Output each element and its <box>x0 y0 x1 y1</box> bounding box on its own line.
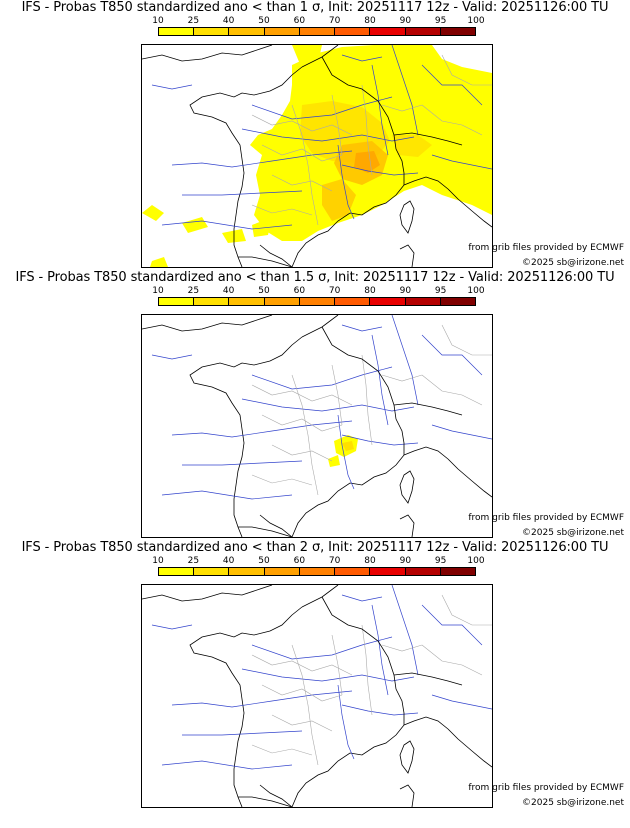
legend-swatch <box>405 28 441 35</box>
legend-label: 95 <box>434 556 447 566</box>
credit-source: from grib files provided by ECMWF <box>468 783 624 793</box>
legend-swatch <box>299 568 336 575</box>
legend-swatch <box>229 28 265 35</box>
legend-label: 100 <box>467 556 485 566</box>
legend-label: 90 <box>399 286 412 296</box>
national-borders <box>238 326 463 537</box>
legend-label: 10 <box>152 16 164 26</box>
panel-title: IFS - Probas T850 standardized ano < tha… <box>21 0 609 15</box>
map-panel-2: IFS - Probas T850 standardized ano < tha… <box>0 270 630 540</box>
legend-swatch <box>370 28 406 35</box>
rivers <box>151 45 492 230</box>
legend-label: 90 <box>399 16 412 26</box>
legend-label: 60 <box>293 16 306 26</box>
legend-label: 70 <box>328 286 341 296</box>
legend-swatch <box>370 568 406 575</box>
legend-label: 95 <box>434 16 447 26</box>
rivers <box>151 585 492 770</box>
map-frame <box>141 314 493 538</box>
map-canvas <box>142 45 492 267</box>
legend-swatch <box>335 298 371 305</box>
legend-swatch <box>299 298 336 305</box>
probability-shading <box>328 435 358 467</box>
legend-swatch <box>335 568 371 575</box>
map-panel-3: IFS - Probas T850 standardized ano < tha… <box>0 540 630 810</box>
legend-swatch <box>159 298 195 305</box>
legend-swatch <box>264 28 300 35</box>
legend-label: 50 <box>258 16 270 26</box>
legend-swatch <box>440 568 475 575</box>
legend-label: 60 <box>293 556 306 566</box>
legend-swatch <box>159 568 195 575</box>
national-borders <box>238 56 463 267</box>
legend-bar <box>158 297 476 306</box>
legend-label: 50 <box>258 286 270 296</box>
legend-label: 40 <box>222 286 235 296</box>
credit-copyright: ©2025 sb@irizone.net <box>522 798 624 808</box>
legend-swatch <box>194 28 230 35</box>
probability-shading <box>142 45 492 267</box>
legend-swatch <box>405 568 441 575</box>
legend-label: 10 <box>152 286 164 296</box>
rivers <box>151 315 492 500</box>
national-borders <box>238 596 463 807</box>
legend-swatch <box>264 298 300 305</box>
map-canvas <box>142 585 492 807</box>
legend-swatch <box>194 568 230 575</box>
map-panel-1: IFS - Probas T850 standardized ano < tha… <box>0 0 630 270</box>
legend-label: 90 <box>399 556 412 566</box>
map-frame <box>141 44 493 268</box>
admin-borders <box>251 594 492 766</box>
legend-label: 25 <box>187 286 200 296</box>
legend-label: 80 <box>364 556 376 566</box>
credit-source: from grib files provided by ECMWF <box>468 243 624 253</box>
admin-borders <box>251 324 492 496</box>
panel-title: IFS - Probas T850 standardized ano < tha… <box>21 540 609 555</box>
legend-swatch <box>229 568 265 575</box>
coastline <box>142 45 492 267</box>
credit-copyright: ©2025 sb@irizone.net <box>522 528 624 538</box>
legend-swatch <box>440 28 475 35</box>
legend-label: 40 <box>222 556 235 566</box>
credit-source: from grib files provided by ECMWF <box>468 513 624 523</box>
legend-label: 25 <box>187 556 200 566</box>
legend-swatch <box>440 298 475 305</box>
legend-bar <box>158 567 476 576</box>
legend-label: 50 <box>258 556 270 566</box>
legend-label: 40 <box>222 16 235 26</box>
legend-swatch <box>194 298 230 305</box>
legend-swatch <box>299 28 336 35</box>
legend-label: 80 <box>364 16 376 26</box>
legend-swatch <box>370 298 406 305</box>
legend-label: 70 <box>328 16 341 26</box>
coastline <box>142 315 492 537</box>
legend-label: 100 <box>467 286 485 296</box>
legend-label: 25 <box>187 16 200 26</box>
legend-swatch <box>264 568 300 575</box>
legend-label: 60 <box>293 286 306 296</box>
coastline <box>142 585 492 807</box>
legend-label: 10 <box>152 556 164 566</box>
legend-swatch <box>159 28 195 35</box>
credit-copyright: ©2025 sb@irizone.net <box>522 258 624 268</box>
color-legend: 10 25 40 50 60 70 80 90 95 100 <box>152 286 485 308</box>
color-legend: 10 25 40 50 60 70 80 90 95 100 <box>152 16 485 38</box>
legend-swatch <box>405 298 441 305</box>
map-frame <box>141 584 493 808</box>
map-canvas <box>142 315 492 537</box>
legend-bar <box>158 27 476 36</box>
panel-title: IFS - Probas T850 standardized ano < tha… <box>15 270 615 285</box>
legend-label: 100 <box>467 16 485 26</box>
legend-swatch <box>335 28 371 35</box>
legend-label: 80 <box>364 286 376 296</box>
legend-label: 95 <box>434 286 447 296</box>
legend-label: 70 <box>328 556 341 566</box>
admin-borders <box>251 54 492 226</box>
legend-swatch <box>229 298 265 305</box>
color-legend: 10 25 40 50 60 70 80 90 95 100 <box>152 556 485 578</box>
